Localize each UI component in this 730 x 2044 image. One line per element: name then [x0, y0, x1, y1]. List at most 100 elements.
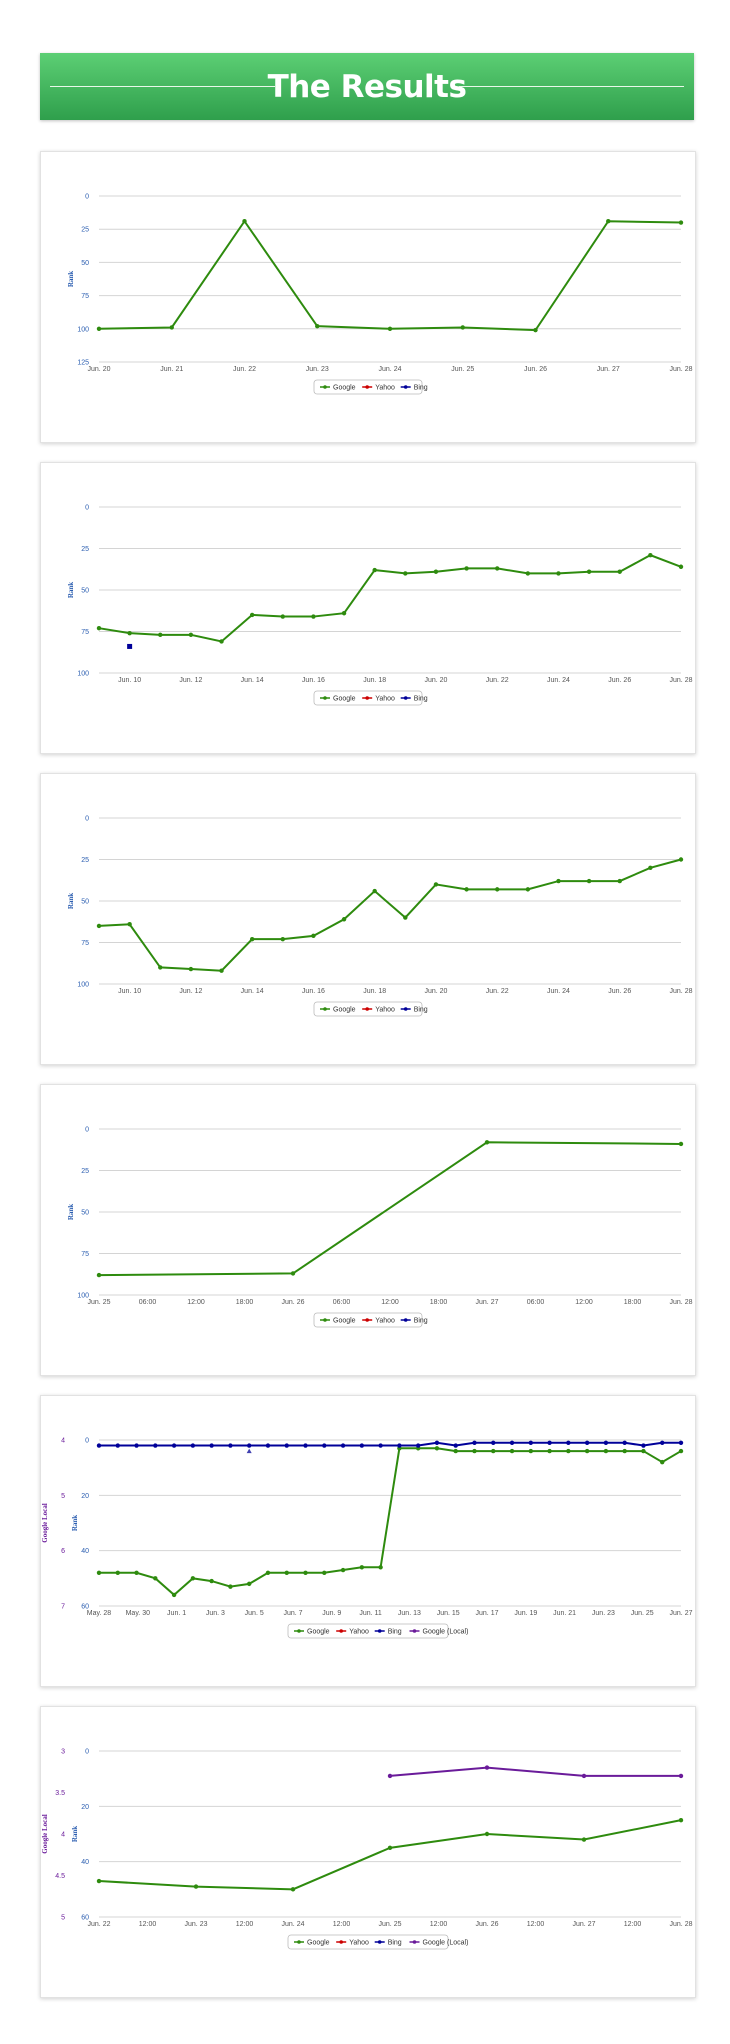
x-tick-label: 18:00 — [430, 1299, 448, 1306]
y-tick-label: 50 — [81, 899, 89, 906]
y-tick-label: 50 — [81, 260, 89, 267]
google-data-point — [525, 887, 531, 892]
legend-label: Google — [333, 696, 356, 703]
google-data-point — [134, 1570, 139, 1575]
google-data-point — [472, 1448, 477, 1454]
x-tick-label: Jun. 26 — [476, 1921, 499, 1928]
y-tick-label: 25 — [81, 227, 89, 234]
bing-data-point — [641, 1443, 646, 1448]
legend-label: Google — [307, 1940, 330, 1947]
google-data-point — [219, 968, 224, 973]
bing-data-point — [322, 1443, 327, 1448]
google-data-point — [556, 571, 561, 576]
google-data-point — [188, 966, 194, 972]
legend-label: Bing — [388, 1629, 402, 1636]
x-tick-label: Jun. 22 — [486, 988, 509, 995]
google-data-point — [648, 552, 653, 558]
google-data-point — [242, 219, 247, 224]
bing-data-point — [453, 1443, 458, 1448]
google-data-point — [96, 923, 102, 929]
google-series-line — [98, 1141, 682, 1277]
y2-tick-label: 5 — [61, 1915, 65, 1922]
google-data-point — [315, 323, 320, 329]
google-local-data-point — [678, 1773, 684, 1779]
y-tick-label: 25 — [81, 1168, 89, 1175]
x-tick-label: Jun. 19 — [514, 1610, 537, 1617]
x-tick-label: Jun. 22 — [233, 366, 256, 373]
legend-marker — [403, 385, 408, 389]
bing-data-point — [378, 1443, 383, 1448]
google-data-point — [491, 1448, 496, 1454]
y-tick-label: 75 — [81, 629, 89, 636]
google-data-point — [303, 1570, 308, 1575]
rank-chart-6: 0 20 40 60 3 3.5 4 4.5 5 Google Local Rank Jun. 22 1… — [41, 1749, 693, 1950]
header-banner: The Results — [40, 53, 694, 120]
legend-label: Google — [307, 1629, 330, 1636]
legend-marker — [403, 1318, 408, 1322]
google-data-point — [311, 614, 316, 619]
rank-chart-1: 0 25 50 75 100 125 Rank Jun. 20 Jun. 21 Jun. 22 Ju… — [67, 194, 693, 395]
bing-data-point — [303, 1443, 308, 1448]
google-data-point — [678, 1448, 684, 1454]
y-tick-label: 100 — [77, 671, 89, 678]
bing-data-point — [528, 1440, 534, 1445]
google-data-point — [249, 612, 255, 618]
google-data-point — [209, 1578, 214, 1584]
bing-data-point — [397, 1443, 402, 1448]
legend-label: Yahoo — [375, 1318, 395, 1325]
google-series-line — [98, 219, 682, 332]
x-tick-label: Jun. 27 — [476, 1299, 499, 1306]
y-axis-label: Rank — [71, 1515, 79, 1531]
google-data-point — [678, 857, 684, 862]
bing-data-point — [246, 1443, 252, 1448]
google-data-point — [387, 326, 393, 331]
y-tick-label: 75 — [81, 1251, 89, 1258]
bing-data-point — [491, 1440, 496, 1445]
legend-box — [287, 1934, 449, 1950]
google-series-line — [98, 554, 682, 643]
legend-marker — [412, 1940, 417, 1944]
legend-marker — [365, 385, 370, 389]
legend-marker — [365, 1318, 370, 1322]
legend-label: Google — [333, 1318, 356, 1325]
google-data-point — [660, 1459, 665, 1465]
x-tick-label: 12:00 — [624, 1921, 642, 1928]
y2-tick-label: 7 — [61, 1604, 65, 1611]
google-data-point — [228, 1584, 233, 1589]
google-local-data-point — [484, 1765, 490, 1770]
google-data-point — [566, 1448, 571, 1454]
x-tick-label: Jun. 10 — [118, 677, 141, 684]
y-tick-label: 60 — [81, 1915, 89, 1922]
google-data-point — [311, 933, 316, 939]
y-axis-label: Rank — [71, 1826, 79, 1842]
y2-axis-label: Google Local — [41, 1814, 49, 1854]
google-data-point — [115, 1570, 120, 1575]
legend-label: Yahoo — [349, 1940, 369, 1947]
google-data-point — [622, 1448, 627, 1454]
x-tick-label: Jun. 7 — [283, 1610, 302, 1617]
google-data-point — [581, 1837, 587, 1842]
google-data-point — [169, 325, 174, 330]
google-data-point — [641, 1448, 646, 1454]
x-tick-label: 18:00 — [236, 1299, 254, 1306]
y-tick-label: 20 — [81, 1804, 89, 1811]
google-data-point — [678, 564, 684, 569]
x-tick-label: Jun. 14 — [241, 988, 264, 995]
y-tick-label: 25 — [81, 857, 89, 864]
legend-marker — [323, 385, 327, 389]
google-data-point — [280, 936, 285, 942]
x-tick-label: Jun. 28 — [670, 366, 693, 373]
legend-label: Bing — [414, 385, 428, 392]
y-tick-label: 50 — [81, 588, 89, 595]
y-tick-label: 75 — [81, 293, 89, 300]
y-tick-label: 0 — [85, 194, 89, 201]
x-tick-label: 12:00 — [139, 1921, 157, 1928]
y2-tick-label: 3 — [61, 1749, 65, 1756]
bing-data-point — [209, 1443, 214, 1448]
google-data-point — [678, 1141, 684, 1147]
x-tick-label: Jun. 18 — [363, 677, 386, 684]
rank-chart-2: 0 25 50 75 100 Rank Jun. 10 Jun. 12 Jun. 14 Jun. … — [67, 505, 693, 706]
legend-label: Bing — [414, 1007, 428, 1014]
bing-data-point — [415, 1443, 421, 1448]
y2-tick-label: 4 — [61, 1832, 65, 1839]
